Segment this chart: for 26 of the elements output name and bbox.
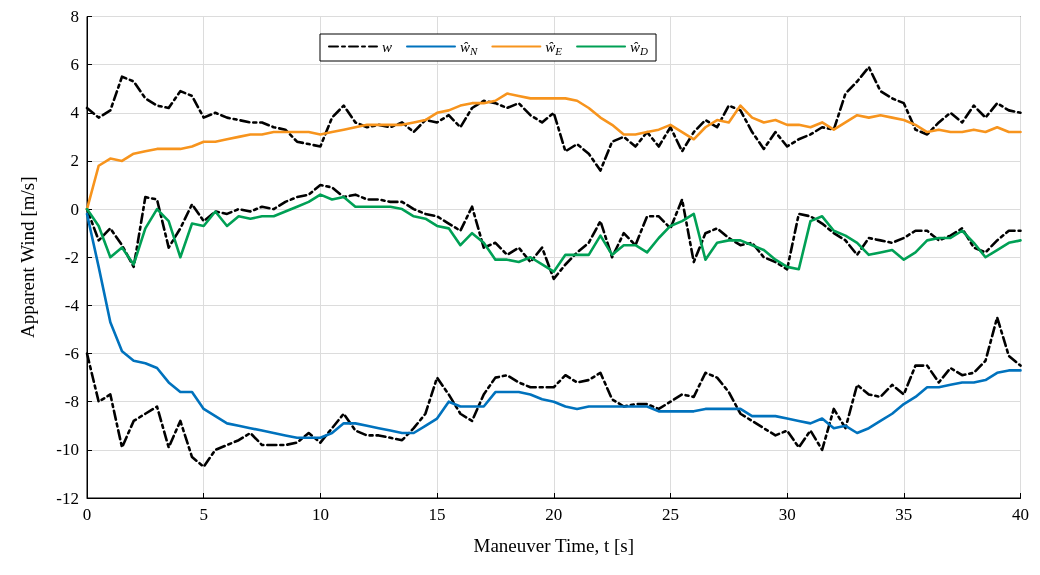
y-tick-label: -6 <box>64 344 79 364</box>
y-tick-label: -10 <box>56 440 79 460</box>
x-tick-label: 25 <box>661 505 679 524</box>
y-tick-label: 4 <box>70 103 80 123</box>
line-series <box>85 92 1022 211</box>
y-tick-label: 2 <box>70 151 79 171</box>
y-tick-label: -4 <box>64 295 80 315</box>
x-axis-title: Maneuver Time, t [s] <box>473 535 634 556</box>
y-tick-label: -2 <box>64 247 79 267</box>
y-tick-label: -8 <box>64 392 79 412</box>
x-tick-label: 5 <box>199 505 208 524</box>
legend-label: w <box>382 38 393 55</box>
line-series <box>85 212 1022 440</box>
x-tick-label: 20 <box>545 505 563 524</box>
x-tick-label: 35 <box>895 505 913 524</box>
x-tick-label: 30 <box>778 505 796 524</box>
y-axis-title: Apparent Wind [m/s] <box>17 176 38 338</box>
x-tick-label: 40 <box>1012 505 1029 524</box>
y-tick-label: 0 <box>70 199 79 219</box>
y-tick-label: 6 <box>70 55 79 75</box>
y-tick-label: 8 <box>70 7 79 26</box>
y-tick-label: -12 <box>56 488 79 508</box>
x-tick-label: 10 <box>311 505 329 524</box>
x-tick-label: 15 <box>428 505 446 524</box>
x-tick-label: 0 <box>82 505 92 524</box>
line-series <box>85 193 1022 273</box>
